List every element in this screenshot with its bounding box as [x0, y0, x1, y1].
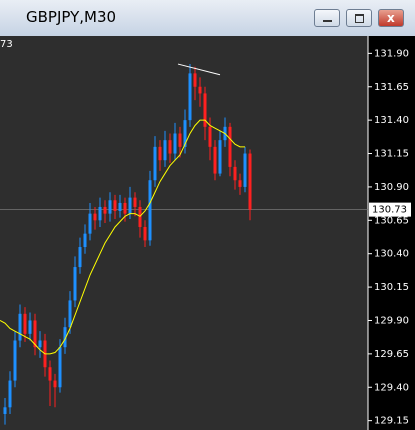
- candle-body: [28, 320, 32, 334]
- y-tick-label: 130.90: [374, 182, 409, 193]
- candle-body: [48, 367, 52, 381]
- candle-body: [93, 213, 97, 221]
- candle-body: [53, 380, 57, 388]
- y-tick-label: 131.40: [374, 115, 409, 126]
- price-axis: [368, 36, 415, 430]
- candle-body: [18, 313, 22, 341]
- candle-body: [243, 153, 247, 187]
- candle-body: [218, 140, 222, 174]
- candle-body: [228, 126, 232, 167]
- close-button[interactable]: x: [378, 9, 404, 27]
- candle-body: [163, 140, 167, 161]
- chart: 73 131.90131.65131.40131.15130.90130.651…: [0, 36, 415, 430]
- window-title: GBPJPY,M30: [26, 8, 117, 26]
- candle-body: [123, 202, 127, 214]
- candle-body: [103, 206, 107, 214]
- candle-body: [118, 202, 122, 211]
- y-tick-label: 131.15: [374, 149, 409, 160]
- minimize-button[interactable]: [314, 9, 340, 27]
- current-price-box: [369, 202, 411, 217]
- candle-body: [188, 73, 192, 121]
- candle-body: [38, 340, 42, 348]
- candle-body: [153, 146, 157, 181]
- title-bar: GBPJPY,M30 x: [0, 0, 415, 36]
- candle-body: [23, 313, 27, 334]
- y-tick-label: 130.40: [374, 249, 409, 260]
- restore-button[interactable]: [346, 9, 372, 27]
- candle-body: [78, 247, 82, 268]
- corner-label: 73: [0, 39, 13, 50]
- candle-body: [88, 213, 92, 234]
- candle-body: [148, 180, 152, 241]
- candle-body: [8, 380, 12, 408]
- y-tick-label: 131.90: [374, 48, 409, 59]
- trendline: [177, 63, 221, 76]
- candle-body: [183, 120, 187, 147]
- candle-body: [233, 166, 237, 181]
- candle-body: [133, 197, 137, 207]
- candle-body: [108, 200, 112, 214]
- candle-body: [98, 206, 102, 221]
- candle-body: [178, 133, 182, 147]
- candle-body: [238, 180, 242, 187]
- chart-background: [0, 36, 415, 430]
- candle-body: [143, 226, 147, 241]
- current-price-label: 130.73: [372, 205, 407, 216]
- candle-body: [33, 320, 37, 348]
- candle-body: [158, 146, 162, 161]
- y-tick-label: 129.15: [374, 416, 409, 427]
- candle-body: [58, 347, 62, 388]
- candle-body: [248, 153, 252, 210]
- candle-body: [128, 197, 132, 214]
- candle-body: [73, 267, 77, 301]
- y-tick-label: 129.40: [374, 382, 409, 393]
- candle-body: [83, 233, 87, 248]
- y-tick-label: 130.65: [374, 215, 409, 226]
- y-tick-label: 130.15: [374, 282, 409, 293]
- candle-body: [138, 206, 142, 227]
- y-tick-label: 129.65: [374, 349, 409, 360]
- candle-body: [213, 146, 217, 174]
- candle-body: [113, 200, 117, 211]
- candle-body: [203, 93, 207, 127]
- candle-body: [3, 407, 7, 414]
- candle-body: [13, 340, 17, 381]
- candle-body: [198, 86, 202, 94]
- candle-body: [168, 140, 172, 154]
- moving-average: [0, 119, 245, 355]
- y-tick-label: 131.65: [374, 82, 409, 93]
- candle-body: [193, 73, 197, 87]
- candle-body: [173, 133, 177, 154]
- candle-body: [208, 126, 212, 147]
- y-tick-label: 129.90: [374, 315, 409, 326]
- candle-body: [68, 300, 72, 328]
- candle-body: [63, 327, 67, 348]
